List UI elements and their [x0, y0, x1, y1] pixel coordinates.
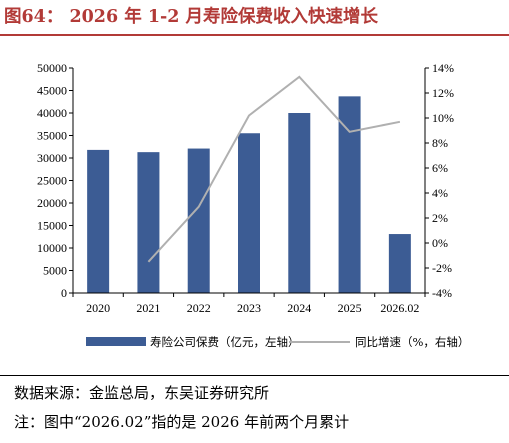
left-tick-label: 25000 — [37, 174, 67, 188]
x-tick-label: 2020 — [86, 301, 110, 315]
legend-bar-swatch — [86, 337, 146, 346]
x-tick-label: 2025 — [338, 301, 362, 315]
figure-title: 图64： 2026 年 1-2 月寿险保费收入快速增长 — [4, 7, 379, 27]
left-tick-label: 5000 — [43, 264, 67, 278]
chart: 0 5000 10000 15000 20000 25000 30000 35000 40000… — [37, 61, 469, 349]
line-series — [147, 75, 401, 263]
bar — [388, 234, 411, 293]
right-tick-label: -4% — [432, 286, 452, 300]
x-tick-label: 2026.02 — [380, 301, 419, 315]
legend-bar-label: 寿险公司保费（亿元，左轴） — [150, 335, 300, 349]
right-tick-label: 12% — [432, 86, 454, 100]
left-tick-label: 0 — [61, 286, 67, 300]
right-tick-label: 10% — [432, 111, 454, 125]
bar — [288, 113, 311, 293]
x-axis-ticks: 2020 2021 2022 2023 2024 2025 2026.02 — [72, 293, 426, 315]
growth-line — [147, 75, 401, 263]
bar — [338, 96, 361, 293]
legend-line-label: 同比增速（%，右轴） — [355, 335, 469, 349]
left-tick-label: 35000 — [37, 129, 67, 143]
left-tick-label: 45000 — [37, 84, 67, 98]
right-tick-label: 4% — [432, 186, 448, 200]
right-tick-label: 0% — [432, 236, 448, 250]
x-tick-label: 2023 — [237, 301, 261, 315]
left-tick-label: 20000 — [37, 196, 67, 210]
left-tick-label: 50000 — [37, 61, 67, 75]
footer-rule — [0, 375, 509, 376]
bar — [238, 133, 260, 293]
x-tick-label: 2021 — [136, 301, 160, 315]
x-tick-label: 2022 — [187, 301, 211, 315]
left-tick-label: 15000 — [37, 219, 67, 233]
left-tick-label: 30000 — [37, 151, 67, 165]
footnote: 注：图中“2026.02”指的是 2026 年前两个月累计 — [14, 413, 350, 431]
right-tick-label: 8% — [432, 136, 448, 150]
bar — [137, 152, 160, 293]
right-tick-label: 6% — [432, 161, 448, 175]
left-tick-label: 10000 — [37, 241, 67, 255]
bar — [87, 149, 110, 293]
legend: 寿险公司保费（亿元，左轴） 同比增速（%，右轴） — [86, 335, 469, 349]
right-tick-label: 14% — [432, 61, 454, 75]
left-axis-ticks: 0 5000 10000 15000 20000 25000 30000 35000 40000… — [37, 61, 73, 300]
right-tick-label: -2% — [432, 261, 452, 275]
right-tick-label: 2% — [432, 211, 448, 225]
title-rule — [0, 34, 509, 36]
left-tick-label: 40000 — [37, 106, 67, 120]
bar-series — [87, 96, 411, 293]
right-axis-ticks: -4% -2% 0% 2% 4% 6% 8% 10% 12% 14% — [425, 61, 454, 300]
source-note: 数据来源：金监总局，东吴证券研究所 — [14, 384, 270, 402]
bar — [187, 148, 210, 293]
x-tick-label: 2024 — [287, 301, 311, 315]
